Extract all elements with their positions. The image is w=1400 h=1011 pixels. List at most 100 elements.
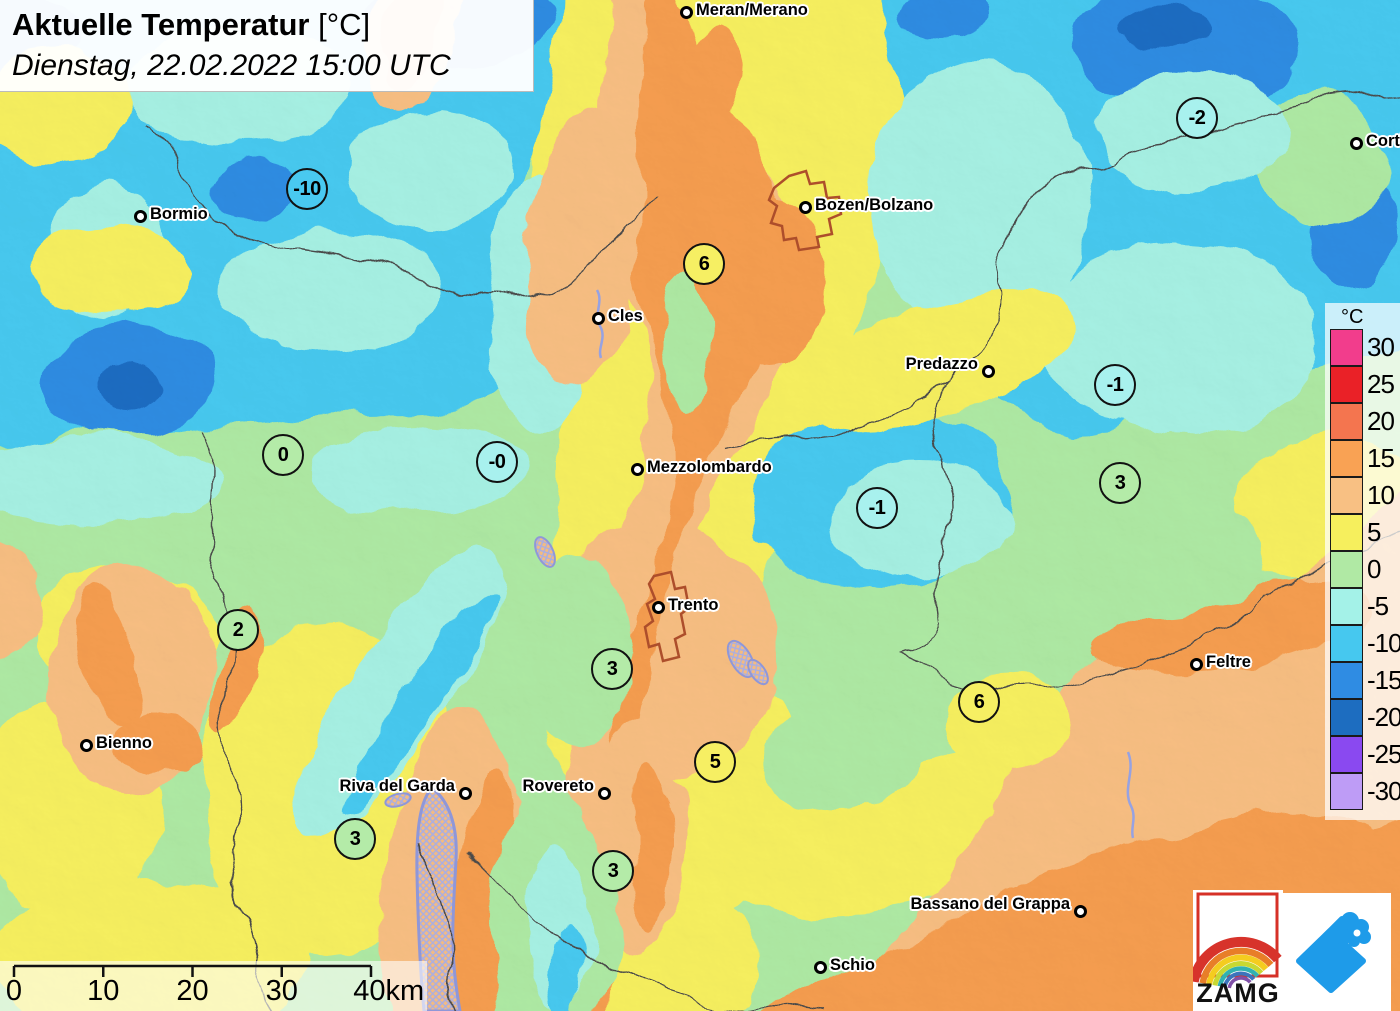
title-timestamp: Dienstag, 22.02.2022 15:00 UTC xyxy=(12,49,451,82)
station-temperature-badge: 3 xyxy=(334,818,376,860)
city-label: Bienno xyxy=(96,734,152,752)
legend-cell: 25 xyxy=(1330,366,1400,403)
zamg-rainbow-icon xyxy=(1193,892,1282,989)
legend-cell: -30 xyxy=(1330,773,1400,810)
city-label: Meran/Merano xyxy=(696,1,808,19)
station-temperature-badge: 6 xyxy=(683,243,725,285)
zamg-wordmark: ZAMG xyxy=(1196,978,1280,1008)
city-marker xyxy=(79,738,93,752)
legend-value-label: 20 xyxy=(1367,406,1395,436)
station-temperature-badge: -1 xyxy=(856,487,898,529)
legend-cell: -25 xyxy=(1330,736,1400,773)
city-marker xyxy=(597,786,611,800)
scalebar-label: 10 xyxy=(87,975,120,1007)
legend-value-label: 0 xyxy=(1367,554,1382,584)
city-label: Riva del Garda xyxy=(339,777,455,795)
legend-value-label: 15 xyxy=(1367,443,1395,473)
station-temperature-badge: 3 xyxy=(1099,462,1141,504)
rivers xyxy=(595,289,1135,839)
city-label: Cortina xyxy=(1366,132,1400,150)
legend-cell: -5 xyxy=(1330,588,1400,625)
station-temperature-badge: 0 xyxy=(262,434,304,476)
city-label: Feltre xyxy=(1206,653,1251,671)
legend-cell: -20 xyxy=(1330,699,1400,736)
scalebar-label: 30 xyxy=(265,975,298,1007)
legend-cell: -10 xyxy=(1330,625,1400,662)
legend-value-label: -25 xyxy=(1367,739,1400,769)
city-marker xyxy=(1189,657,1203,671)
legend-value-label: -10 xyxy=(1367,628,1400,658)
city-marker xyxy=(1349,136,1363,150)
legend-color-swatch xyxy=(1330,625,1363,662)
legend-cell: 10 xyxy=(1330,477,1400,514)
city-marker xyxy=(458,786,472,800)
city-label: Bormio xyxy=(150,205,208,223)
legend-color-swatch xyxy=(1330,329,1363,366)
city-marker xyxy=(679,5,693,19)
legend-color-swatch xyxy=(1330,662,1363,699)
legend-cell: -15 xyxy=(1330,662,1400,699)
legend-color-swatch xyxy=(1330,366,1363,403)
city-label: Cles xyxy=(608,307,643,325)
scalebar-ticks xyxy=(12,964,373,977)
legend-color-swatch xyxy=(1330,699,1363,736)
title-panel: Aktuelle Temperatur [°C] Dienstag, 22.02… xyxy=(0,0,534,92)
legend-value-label: 30 xyxy=(1367,332,1395,362)
legend-cell: 20 xyxy=(1330,403,1400,440)
legend-value-label: 5 xyxy=(1367,517,1382,547)
legend-value-label: -5 xyxy=(1367,591,1389,621)
map-scalebar: 0 10 20 30 40km xyxy=(0,961,427,1011)
legend-cell: 0 xyxy=(1330,551,1400,588)
legend-cell: 30 xyxy=(1330,329,1400,366)
station-temperature-badge: -1 xyxy=(1094,364,1136,406)
city-label: Bassano del Grappa xyxy=(910,895,1070,913)
city-marker xyxy=(798,200,812,214)
legend-color-swatch xyxy=(1330,403,1363,440)
legend-color-swatch xyxy=(1330,477,1363,514)
scalebar-label: 0 xyxy=(5,975,23,1007)
legend-color-swatch xyxy=(1330,773,1363,810)
legend-color-swatch xyxy=(1330,736,1363,773)
station-temperature-badge: 5 xyxy=(694,741,736,783)
legend-cell: 15 xyxy=(1330,440,1400,477)
legend-color-swatch xyxy=(1330,588,1363,625)
station-temperature-badge: -2 xyxy=(1176,97,1218,139)
legend-value-label: 25 xyxy=(1367,369,1395,399)
city-marker xyxy=(1073,904,1087,918)
city-marker xyxy=(981,364,995,378)
station-temperature-badge: 3 xyxy=(591,648,633,690)
scalebar-label: 40km xyxy=(353,975,425,1007)
city-marker xyxy=(651,600,665,614)
city-label: Predazzo xyxy=(905,355,978,373)
legend-color-swatch xyxy=(1330,514,1363,551)
city-label: Rovereto xyxy=(522,777,594,795)
city-label: Schio xyxy=(830,956,875,974)
station-temperature-badge: -10 xyxy=(286,168,328,210)
legend-value-label: -30 xyxy=(1367,776,1400,806)
city-label: Trento xyxy=(668,596,719,614)
station-temperature-badge: 6 xyxy=(958,681,1000,723)
legend-value-label: -15 xyxy=(1367,665,1400,695)
legend-color-swatch xyxy=(1330,551,1363,588)
city-marker xyxy=(813,960,827,974)
city-label: Bozen/Bolzano xyxy=(815,196,934,214)
legend-cells: 30 25 20 15 10 5 0 -5 -10 -15 -20 -25 -30 xyxy=(1330,329,1400,810)
city-marker xyxy=(630,462,644,476)
city-label: Mezzolombardo xyxy=(647,458,772,476)
city-marker xyxy=(591,311,605,325)
station-temperature-badge: -0 xyxy=(476,441,518,483)
station-temperature-badge: 3 xyxy=(592,850,634,892)
lake-garda xyxy=(384,536,769,1011)
title-unit: [°C] xyxy=(318,7,371,42)
city-boundary-polygons xyxy=(643,169,843,663)
legend-color-swatch xyxy=(1330,440,1363,477)
city-marker xyxy=(133,209,147,223)
partner-logo xyxy=(1283,893,1391,1011)
legend-value-label: 10 xyxy=(1367,480,1395,510)
legend-value-label: -20 xyxy=(1367,702,1400,732)
station-temperature-badge: 2 xyxy=(217,609,259,651)
legend-unit-label: °C xyxy=(1341,306,1364,328)
